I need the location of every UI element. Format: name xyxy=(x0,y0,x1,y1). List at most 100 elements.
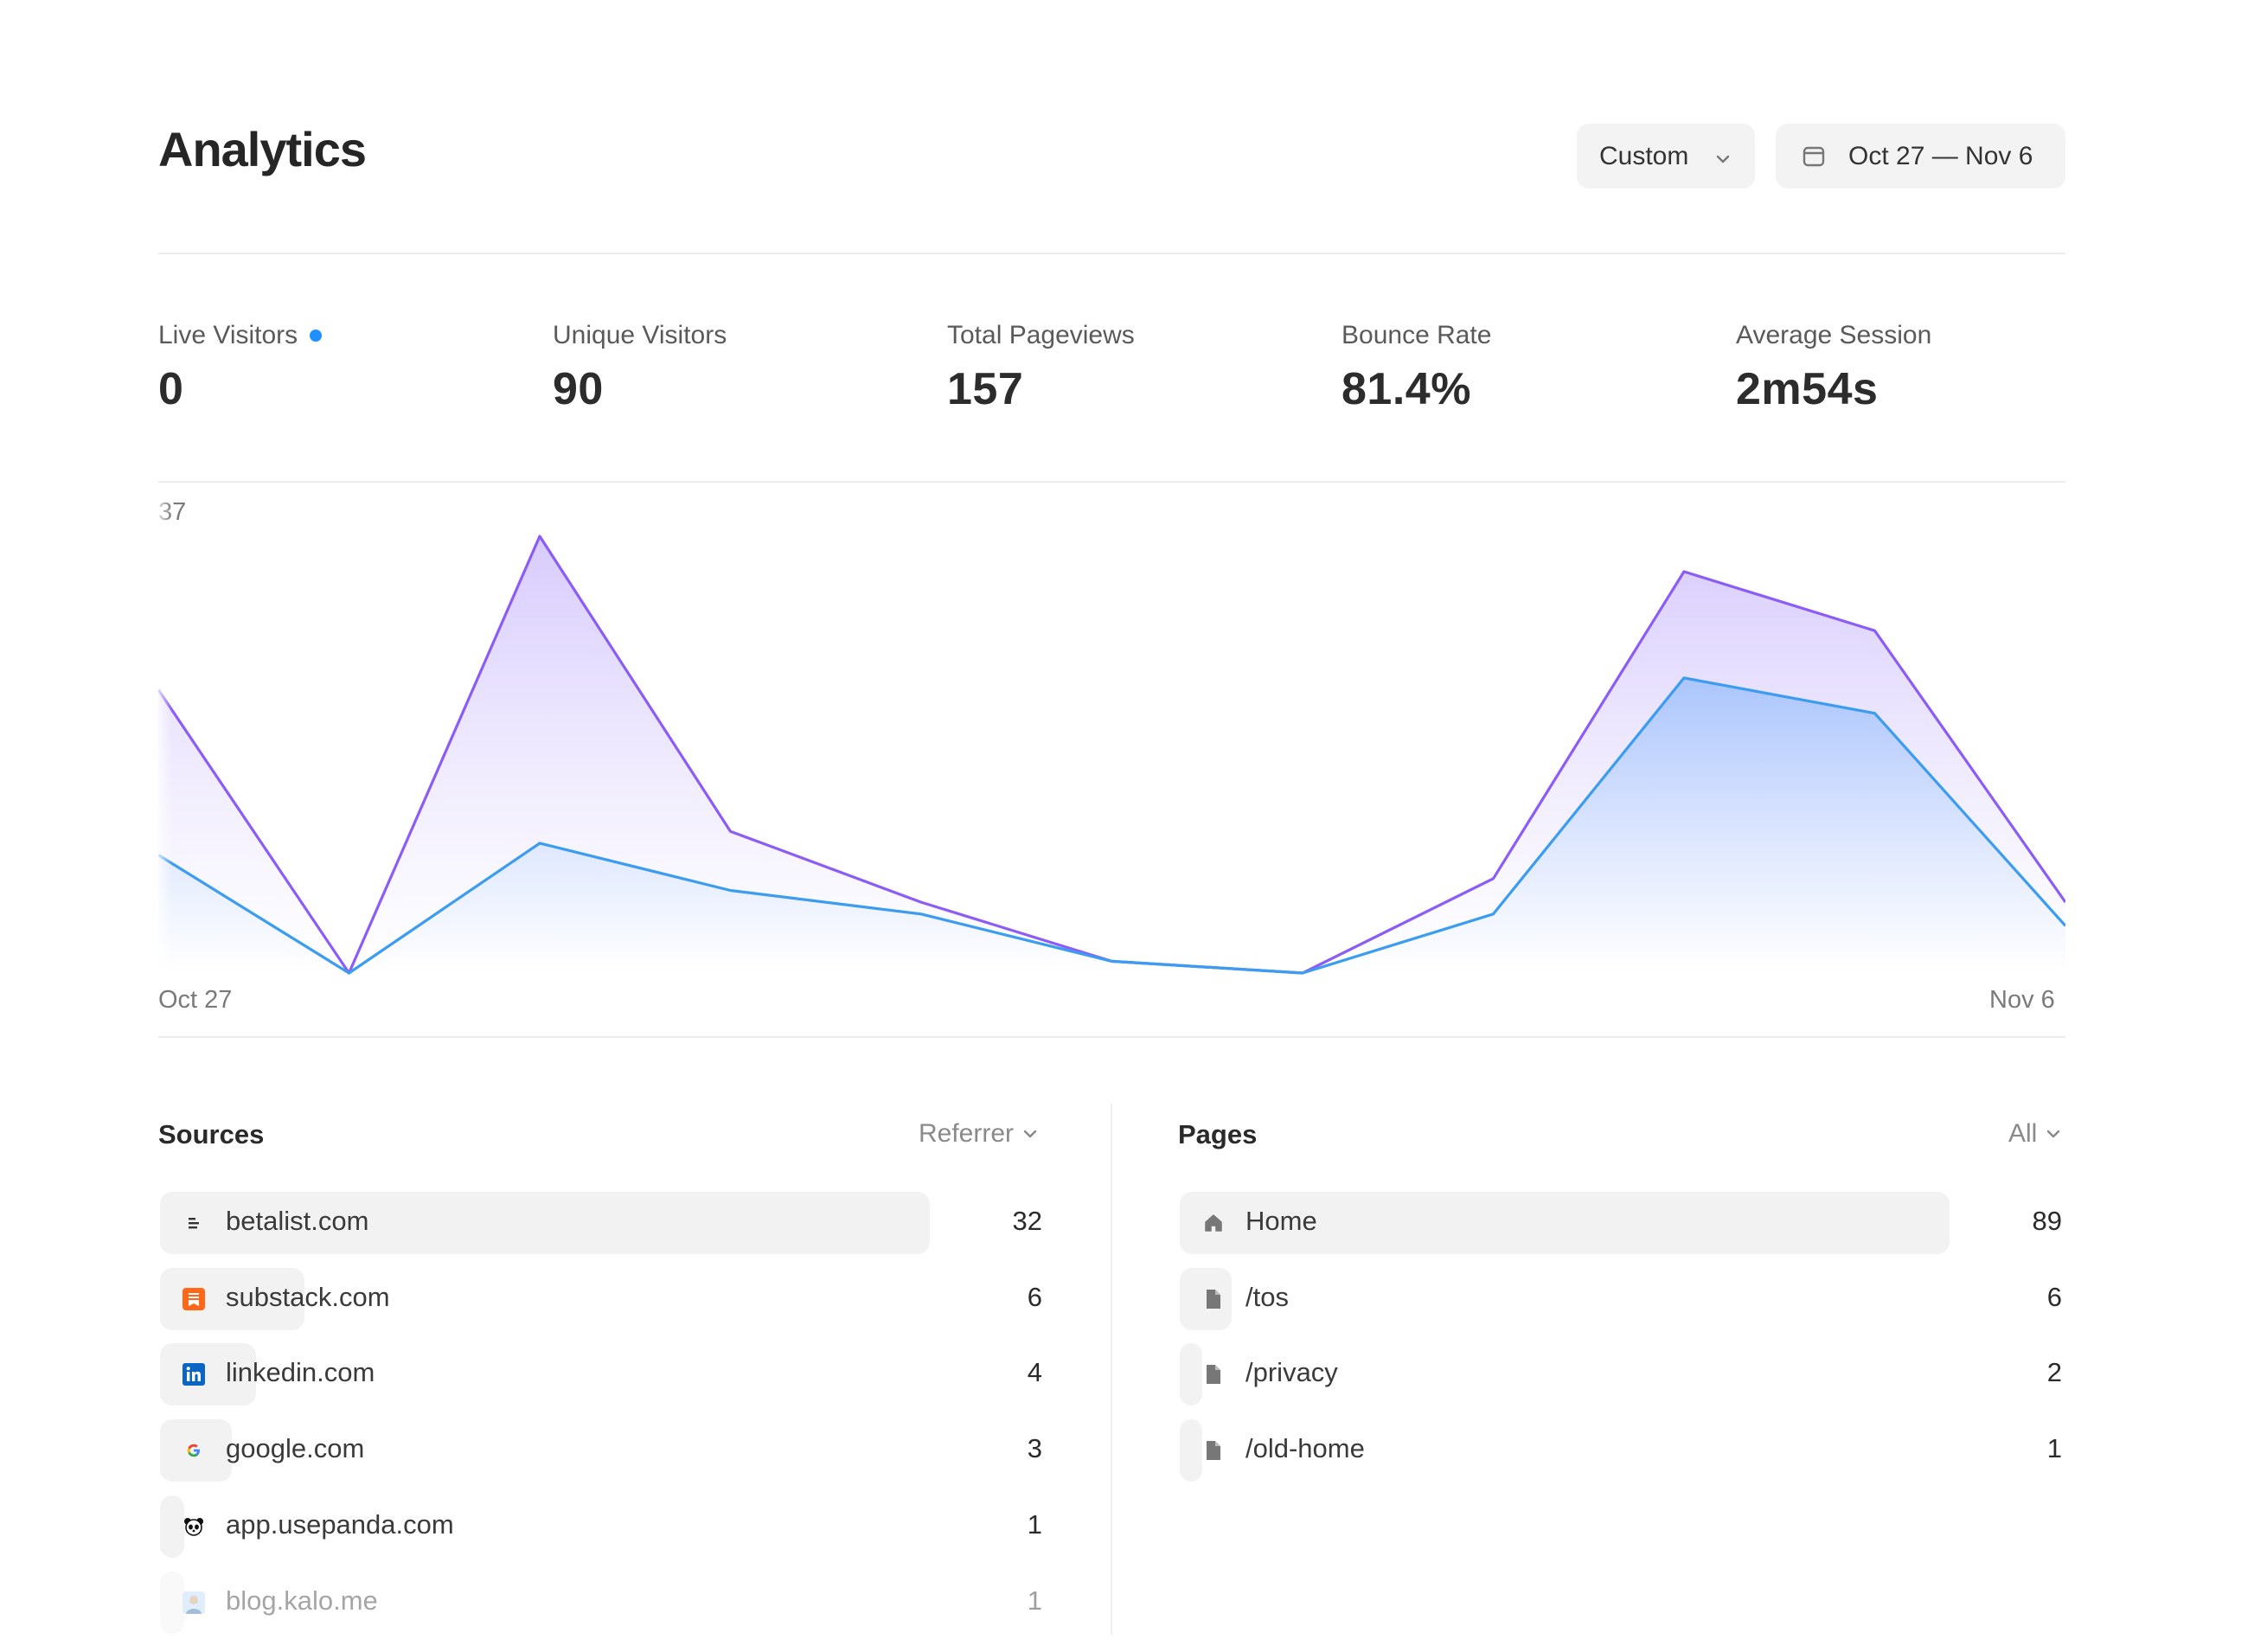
source-label: app.usepanda.com xyxy=(226,1509,454,1540)
visitors-point[interactable] xyxy=(722,881,740,899)
pageviews-point[interactable] xyxy=(531,528,548,545)
pages-filter-label: All xyxy=(2008,1119,2038,1148)
page-bar xyxy=(1180,1192,1950,1254)
visitors-point[interactable] xyxy=(341,964,358,982)
list-item[interactable]: google.com 3 xyxy=(160,1419,1042,1482)
page-label: /old-home xyxy=(1245,1433,1365,1463)
stat-live-visitors[interactable]: Live Visitors 0 xyxy=(158,318,323,415)
list-item[interactable]: substack.com 6 xyxy=(160,1268,1042,1330)
page-bar xyxy=(1180,1419,1202,1482)
page-label: /privacy xyxy=(1245,1357,1338,1387)
pageviews-point[interactable] xyxy=(1675,563,1693,580)
header-divider xyxy=(158,253,2065,254)
page-bar xyxy=(1180,1268,1232,1330)
home-icon xyxy=(1202,1212,1225,1234)
pageviews-point[interactable] xyxy=(722,823,740,840)
list-item[interactable]: blog.kalo.me 1 xyxy=(160,1572,1042,1634)
page-count: 89 xyxy=(2032,1206,2062,1236)
visitors-point[interactable] xyxy=(1675,669,1693,687)
stat-bounce-rate[interactable]: Bounce Rate 81.4% xyxy=(1342,318,1491,415)
source-bar xyxy=(160,1192,930,1254)
google-icon xyxy=(182,1439,205,1462)
list-item[interactable]: /old-home 1 xyxy=(1180,1419,2065,1482)
stat-value: 90 xyxy=(553,364,604,414)
chevron-down-icon xyxy=(1713,146,1732,176)
source-count: 4 xyxy=(1027,1357,1042,1387)
visitors-point[interactable] xyxy=(1294,964,1311,982)
stat-value: 2m54s xyxy=(1736,364,1879,414)
pages-title: Pages xyxy=(1178,1119,1258,1149)
range-select[interactable]: Custom xyxy=(1577,124,1755,189)
traffic-chart[interactable] xyxy=(158,502,2065,986)
source-bar xyxy=(160,1572,184,1634)
sources-title: Sources xyxy=(158,1119,265,1149)
source-count: 1 xyxy=(1027,1585,1042,1616)
stat-total-pageviews[interactable]: Total Pageviews 157 xyxy=(947,318,1135,415)
page-title: Analytics xyxy=(158,122,367,176)
visitors-point[interactable] xyxy=(912,906,930,923)
stat-label: Unique Visitors xyxy=(553,321,727,349)
calendar-icon xyxy=(1802,144,1826,169)
pages-filter-dropdown[interactable]: All xyxy=(2008,1119,2063,1149)
avatar-icon xyxy=(182,1591,205,1614)
source-label: blog.kalo.me xyxy=(226,1585,378,1616)
column-divider xyxy=(1111,1104,1112,1635)
visitors-point[interactable] xyxy=(531,835,548,852)
source-label: betalist.com xyxy=(226,1206,369,1236)
source-count: 1 xyxy=(1027,1509,1042,1540)
source-count: 6 xyxy=(1027,1282,1042,1312)
source-bar xyxy=(160,1495,184,1558)
source-label: linkedin.com xyxy=(226,1357,375,1387)
chevron-down-icon xyxy=(2044,1124,2063,1143)
stat-value: 157 xyxy=(947,364,1024,414)
sources-filter-dropdown[interactable]: Referrer xyxy=(919,1119,1040,1149)
linkedin-icon xyxy=(182,1363,205,1386)
file-icon xyxy=(1202,1363,1225,1386)
date-range-label: Oct 27 — Nov 6 xyxy=(1848,141,2033,170)
stat-value: 81.4% xyxy=(1342,364,1471,414)
source-label: google.com xyxy=(226,1433,365,1463)
betalist-icon xyxy=(182,1212,205,1234)
chart-left-fade xyxy=(158,502,331,986)
chart-divider xyxy=(158,1036,2065,1038)
chevron-down-icon xyxy=(1021,1124,1040,1143)
list-item[interactable]: app.usepanda.com 1 xyxy=(160,1495,1042,1558)
page-count: 1 xyxy=(2046,1433,2062,1463)
stat-label: Bounce Rate xyxy=(1342,321,1492,349)
range-select-label: Custom xyxy=(1599,141,1689,170)
list-item[interactable]: /tos 6 xyxy=(1180,1268,2065,1330)
page-count: 2 xyxy=(2046,1357,2062,1387)
visitors-point[interactable] xyxy=(1485,906,1502,923)
visitors-point[interactable] xyxy=(1867,705,1884,722)
x-start-label: Oct 27 xyxy=(158,986,233,1014)
visitors-area xyxy=(158,677,2065,973)
list-item[interactable]: Home 89 xyxy=(1180,1192,2065,1254)
x-end-label: Nov 6 xyxy=(1989,986,2055,1014)
list-item[interactable]: linkedin.com 4 xyxy=(160,1343,1042,1405)
live-indicator-dot xyxy=(310,330,323,342)
source-count: 32 xyxy=(1012,1206,1042,1236)
page-label: Home xyxy=(1245,1206,1317,1236)
stat-unique-visitors[interactable]: Unique Visitors 90 xyxy=(553,318,727,415)
list-item[interactable]: /privacy 2 xyxy=(1180,1343,2065,1405)
pageviews-point[interactable] xyxy=(1485,870,1502,887)
stat-label: Total Pageviews xyxy=(947,321,1135,349)
page-count: 6 xyxy=(2046,1282,2062,1312)
panda-icon xyxy=(182,1515,205,1538)
file-icon xyxy=(1202,1288,1225,1310)
source-count: 3 xyxy=(1027,1433,1042,1463)
stat-label-text: Live Visitors xyxy=(158,321,298,349)
stat-label: Average Session xyxy=(1736,321,1932,349)
source-bar xyxy=(160,1343,257,1405)
substack-icon xyxy=(182,1288,205,1310)
page-label: /tos xyxy=(1245,1282,1289,1312)
stat-average-session[interactable]: Average Session 2m54s xyxy=(1736,318,1931,415)
pageviews-point[interactable] xyxy=(1867,622,1884,639)
stat-label: Live Visitors xyxy=(158,318,323,353)
page-bar xyxy=(1180,1343,1202,1405)
visitors-point[interactable] xyxy=(1104,952,1121,970)
list-item[interactable]: betalist.com 32 xyxy=(160,1192,1042,1254)
file-icon xyxy=(1202,1439,1225,1462)
date-range-button[interactable]: Oct 27 — Nov 6 xyxy=(1776,124,2065,189)
